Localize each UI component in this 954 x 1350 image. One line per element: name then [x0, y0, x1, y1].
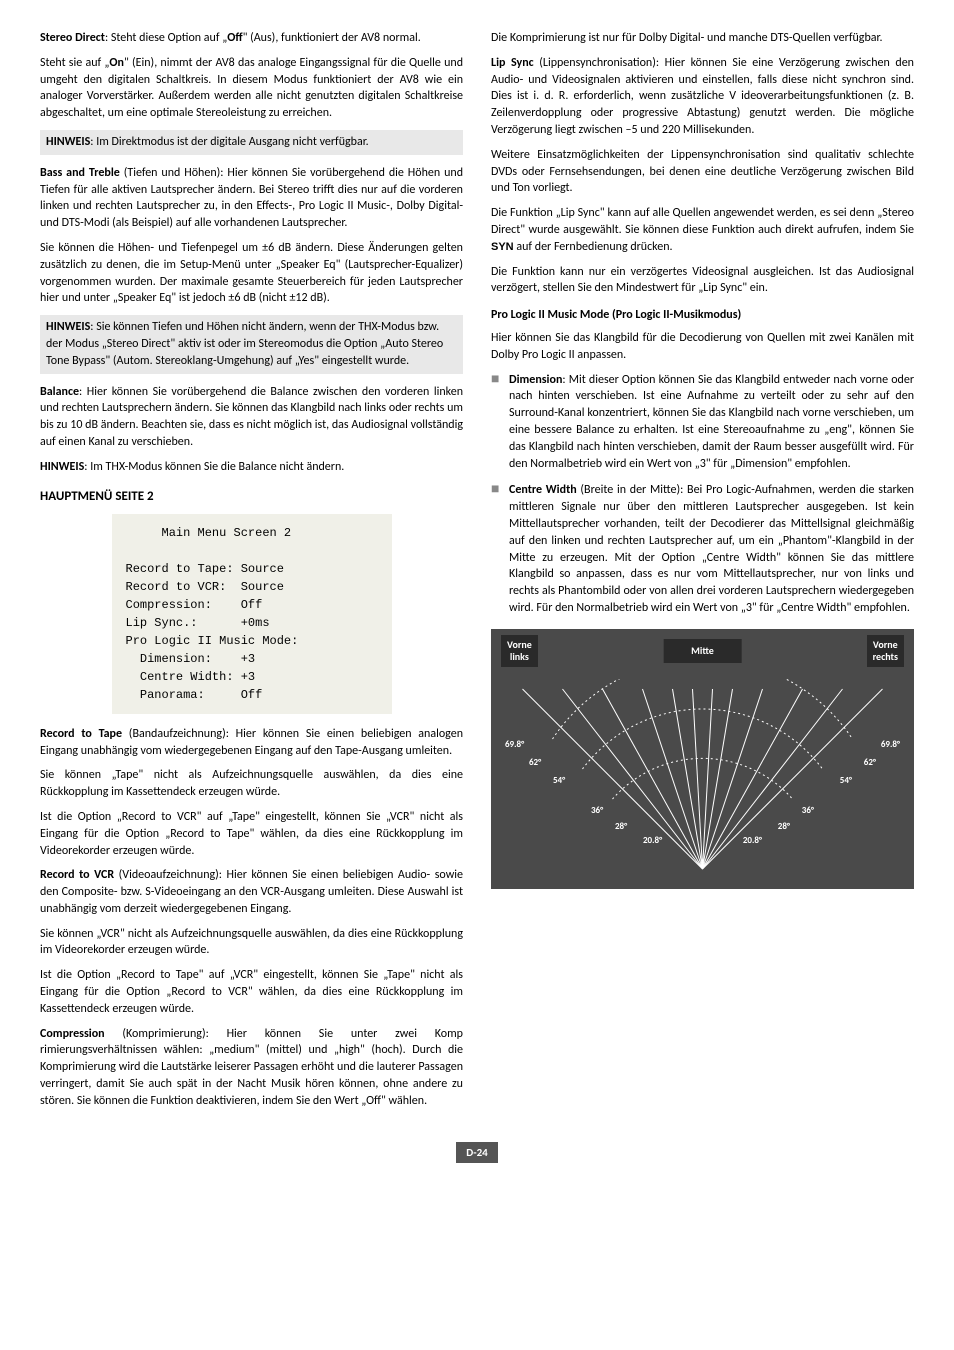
para-prologic-intro: Hier können Sie das Klangbild für die De…: [491, 330, 914, 364]
right-column: Die Komprimierung ist nur für Dolby Digi…: [491, 30, 914, 1118]
note-thx-stereo: HINWEIS: Sie können Tiefen und Höhen nic…: [40, 315, 463, 373]
angle-r-1: 62°: [864, 757, 876, 770]
para-record-tape: Record to Tape (Bandaufzeichnung): Hier …: [40, 726, 463, 760]
angle-l-4: 28°: [615, 821, 627, 834]
left-column: Stereo Direct: Steht diese Option auf „O…: [40, 30, 463, 1118]
para-tape-feedback: Sie können „Tape" nicht als Aufzeichnung…: [40, 767, 463, 801]
speaker-front-left: Vorne links: [501, 635, 538, 667]
angle-r-3: 36°: [802, 805, 814, 818]
para-balance: Balance: Hier können Sie vorübergehend d…: [40, 384, 463, 451]
menu-screen-block: Main Menu Screen 2 Record to Tape: Sourc…: [112, 514, 392, 714]
speaker-diagram: Vorne links Mitte Vorne rechts: [491, 629, 914, 889]
heading-prologic: Pro Logic II Music Mode (Pro Logic II-Mu…: [491, 307, 914, 324]
para-lipsync-uses: Weitere Einsatzmöglichkeiten der Lippens…: [491, 147, 914, 197]
bullet-centre-width: ■Centre Width (Breite in der Mitte): Bei…: [491, 482, 914, 616]
para-vcr-feedback: Sie können „VCR" nicht als Aufzeichnungs…: [40, 926, 463, 960]
para-lipsync-min: Die Funktion kann nur ein verzögertes Vi…: [491, 264, 914, 298]
speaker-centre: Mitte: [663, 639, 742, 663]
page-number-badge: D-24: [456, 1142, 497, 1163]
page-footer: D-24: [40, 1118, 914, 1163]
para-levels: Sie können die Höhen- und Tiefenpegel um…: [40, 240, 463, 307]
para-lipsync: Lip Sync (Lippensynchronisation): Hier k…: [491, 55, 914, 139]
angle-r-0: 69.8°: [881, 739, 900, 752]
angle-r-4: 28°: [778, 821, 790, 834]
heading-main-menu-2: HAUPTMENÜ SEITE 2: [40, 488, 463, 506]
para-lipsync-syn: Die Funktion „Lip Sync" kann auf alle Qu…: [491, 205, 914, 255]
angle-l-5: 20.8°: [643, 835, 662, 848]
angle-l-1: 62°: [529, 757, 541, 770]
angle-l-2: 54°: [553, 775, 565, 788]
para-compression-avail: Die Komprimierung ist nur für Dolby Digi…: [491, 30, 914, 47]
angle-l-3: 36°: [591, 805, 603, 818]
bullet-icon: ■: [491, 372, 509, 473]
para-bass-treble: Bass and Treble (Tiefen und Höhen): Hier…: [40, 165, 463, 232]
bullet-icon: ■: [491, 482, 509, 616]
speaker-front-right: Vorne rechts: [867, 635, 904, 667]
note-direct-mode: HINWEIS: Im Direktmodus ist der digitale…: [40, 130, 463, 155]
para-tape-vcr: Ist die Option „Record to Tape" auf „VCR…: [40, 967, 463, 1017]
para-on: Steht sie auf „On" (Ein), nimmt der AV8 …: [40, 55, 463, 122]
bullet-dimension: ■Dimension: Mit dieser Option können Sie…: [491, 372, 914, 473]
para-stereo-direct: Stereo Direct: Steht diese Option auf „O…: [40, 30, 463, 47]
para-vcr-tape: Ist die Option „Record to VCR" auf „Tape…: [40, 809, 463, 859]
angle-l-0: 69.8°: [505, 739, 524, 752]
para-thx-balance: HINWEIS: Im THX-Modus können Sie die Bal…: [40, 459, 463, 476]
angle-r-5: 20.8°: [743, 835, 762, 848]
para-record-vcr: Record to VCR (Videoaufzeichnung): Hier …: [40, 867, 463, 917]
angle-r-2: 54°: [840, 775, 852, 788]
para-compression: Compression (Komprimierung): Hier können…: [40, 1026, 463, 1110]
